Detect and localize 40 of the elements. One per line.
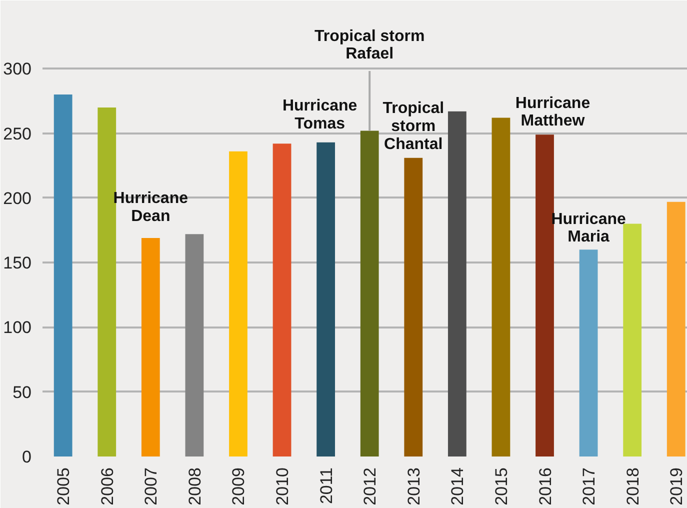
annotation: Hurricane Matthew (515, 94, 590, 130)
bar (141, 238, 160, 456)
x-tick-label: 2019 (667, 467, 686, 506)
x-tick-label: 2009 (229, 467, 248, 506)
x-tick-label: 2018 (623, 467, 642, 506)
bar (185, 234, 204, 456)
annotation: Tropical storm Chantal (382, 100, 444, 153)
y-tick-label: 200 (3, 188, 32, 208)
bar (579, 250, 598, 456)
bar (666, 202, 686, 456)
bar (448, 111, 466, 456)
x-tick-label: 2008 (185, 467, 204, 506)
x-tick-label: 2012 (360, 467, 380, 506)
x-tick-label: 2015 (492, 467, 511, 506)
x-tick-label: 2010 (273, 467, 292, 506)
bar (272, 144, 292, 456)
y-tick-label: 50 (12, 382, 32, 402)
y-tick-label: 0 (22, 448, 32, 466)
y-tick-label: 100 (3, 318, 32, 338)
bar (404, 158, 423, 456)
y-tick-label: 150 (3, 254, 32, 273)
annotation: Tropical storm Rafael (314, 28, 425, 63)
bar (54, 94, 72, 456)
bar (316, 142, 336, 456)
x-tick-label: 2013 (404, 467, 424, 506)
x-tick-label: 2017 (580, 467, 599, 506)
bar (536, 134, 554, 456)
x-tick-label: 2006 (98, 467, 117, 506)
annotation: Hurricane Tomas (282, 98, 358, 132)
bar (229, 151, 248, 456)
x-tick-label: 2007 (142, 467, 161, 506)
y-tick-label: 300 (3, 60, 32, 79)
x-tick-label: 2011 (316, 467, 336, 504)
y-tick-label: 250 (3, 124, 32, 144)
x-tick-label: 2014 (448, 467, 468, 506)
x-tick-label: 2005 (54, 467, 74, 506)
bar (492, 118, 510, 456)
bar (623, 224, 642, 456)
bar (360, 130, 379, 456)
x-tick-label: 2016 (536, 467, 555, 506)
